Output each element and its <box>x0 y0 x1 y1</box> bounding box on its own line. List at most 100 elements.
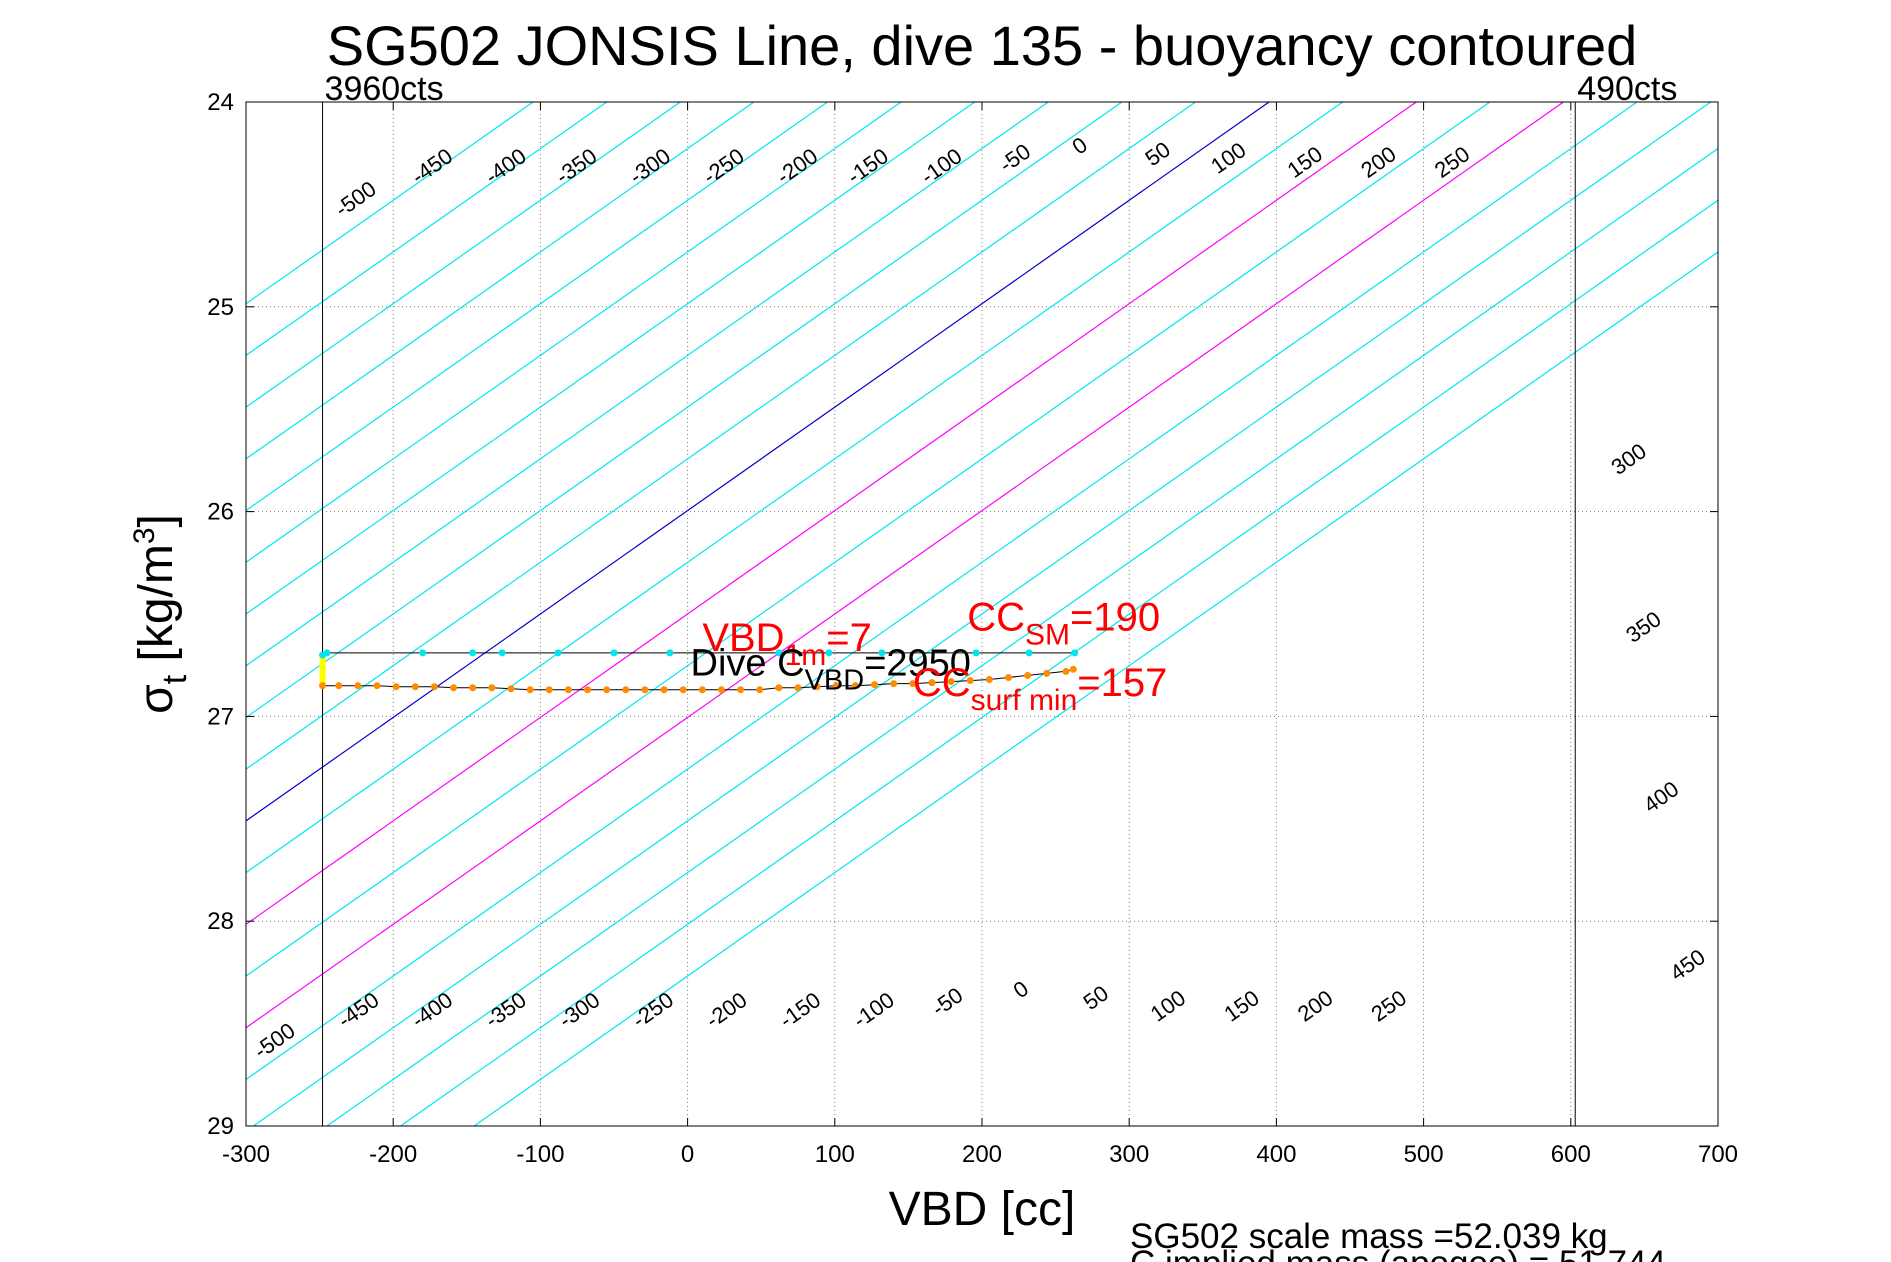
dive-line <box>322 652 1075 656</box>
climb-point <box>794 684 802 692</box>
annotation-cc-sm-value: =190 <box>1070 595 1160 639</box>
climb-point <box>909 680 917 688</box>
contour-line <box>246 102 755 460</box>
x-tick-label: 500 <box>1404 1141 1444 1168</box>
climb-point <box>564 686 572 694</box>
annotation-cc-surf-min: CCsurf min=157 <box>913 661 1168 717</box>
contour-line <box>246 102 975 615</box>
annotation-vbd-1m-subscript: 1m <box>785 639 827 672</box>
climb-point <box>603 686 611 694</box>
climb-point <box>871 681 879 689</box>
dive-point <box>498 649 506 657</box>
y-axis-label: σt [kg/m3] <box>128 514 194 714</box>
climb-point <box>526 686 534 694</box>
climb-point <box>737 686 745 694</box>
contour-line <box>246 102 1491 977</box>
annotation-cc-surf-min-value: =157 <box>1077 661 1167 705</box>
chart-title: SG502 JONSIS Line, dive 135 - buoyancy c… <box>327 14 1638 77</box>
annotation-cc-surf-min-main: CC <box>913 661 971 705</box>
contour-line <box>246 102 1638 1081</box>
climb-point <box>660 686 668 694</box>
contour-line <box>246 102 1049 667</box>
contour-line <box>246 102 1564 1029</box>
buoyancy-contours <box>246 102 1718 1126</box>
contour-line <box>246 102 681 408</box>
climb-point <box>584 686 592 694</box>
climb-point <box>430 683 438 691</box>
contour-line <box>246 102 1417 926</box>
y-tick-label: 24 <box>207 89 234 116</box>
climb-point <box>698 686 706 694</box>
climb-point <box>507 685 515 693</box>
annotation-dive-cvbd-main: Dive C <box>691 642 805 684</box>
climb-point <box>1062 667 1070 675</box>
dive-point <box>610 649 618 657</box>
climb-point <box>947 678 955 686</box>
annotation-vbd-1m-value: =7 <box>826 616 872 660</box>
y-axis-label-subscript: t <box>156 674 194 684</box>
dive-point <box>554 649 562 657</box>
y-tick-label: 28 <box>207 908 234 935</box>
dive-point <box>666 649 674 657</box>
dive-point <box>469 649 477 657</box>
contour-line <box>253 102 1711 1126</box>
footnote-scale-mass: SG502 scale mass =52.039 kg <box>1130 1217 1608 1256</box>
y-axis-label-close: ] <box>130 514 183 527</box>
climb-point <box>1069 665 1077 673</box>
climb-point <box>469 684 477 692</box>
annotation-dive-cvbd: Dive CVBD=2950 <box>691 642 971 696</box>
climb-point <box>813 683 821 691</box>
climb-point <box>411 683 419 691</box>
y-axis-label-unit: [kg/m <box>130 544 183 675</box>
x-axis-label: VBD [cc] <box>889 1183 1076 1236</box>
dive-point <box>775 649 783 657</box>
y-tick-label: 26 <box>207 499 234 526</box>
x-tick-label: 700 <box>1698 1141 1738 1168</box>
climb-point <box>335 682 343 690</box>
contour-line <box>246 102 1123 719</box>
contour-line <box>246 102 1196 770</box>
contour-line <box>400 199 1718 1126</box>
climb-point <box>679 686 687 694</box>
x-tick-label: 300 <box>1109 1141 1149 1168</box>
dive-point <box>1025 649 1033 657</box>
climb-point <box>450 684 458 692</box>
climb-point <box>354 682 362 690</box>
climb-point <box>545 686 553 694</box>
contour-line <box>246 102 828 512</box>
dive-point <box>419 649 427 657</box>
climb-point <box>775 684 783 692</box>
climb-point <box>832 682 840 690</box>
footnote-implied-mass-prefix: C <box>1130 1244 1155 1262</box>
y-tick-label: 27 <box>207 703 234 730</box>
x-tick-label: -100 <box>516 1141 564 1168</box>
climb-point <box>1004 673 1012 681</box>
dive-point <box>878 649 886 657</box>
dive-point <box>1071 649 1079 657</box>
x-tick-label: 0 <box>681 1141 694 1168</box>
climb-point <box>488 684 496 692</box>
x-tick-label: 200 <box>962 1141 1002 1168</box>
contour-line <box>246 102 534 305</box>
annotation-cc-sm-main: CC <box>967 595 1025 639</box>
climb-point <box>373 682 381 690</box>
annotation-cc-sm: CCSM=190 <box>967 595 1160 651</box>
climb-point <box>985 676 993 684</box>
y-axis-ticks: 24 25 26 27 28 29 <box>207 89 1718 1140</box>
annotation-dive-cvbd-subscript: VBD <box>805 664 865 696</box>
footnote-implied-mass: C implied mass (apogee) = 51.744 <box>1130 1244 1666 1262</box>
climb-point <box>928 679 936 687</box>
x-tick-label: -300 <box>222 1141 270 1168</box>
contour-line <box>246 102 607 357</box>
climb-point <box>717 686 725 694</box>
climb-point <box>319 682 327 690</box>
dive-point <box>323 649 331 657</box>
dive-point <box>825 649 833 657</box>
y-axis-label-superscript: 3 <box>128 527 161 544</box>
climb-point <box>756 686 764 694</box>
dive-point <box>972 649 980 657</box>
climb-point <box>890 680 898 688</box>
climb-point <box>392 683 400 691</box>
